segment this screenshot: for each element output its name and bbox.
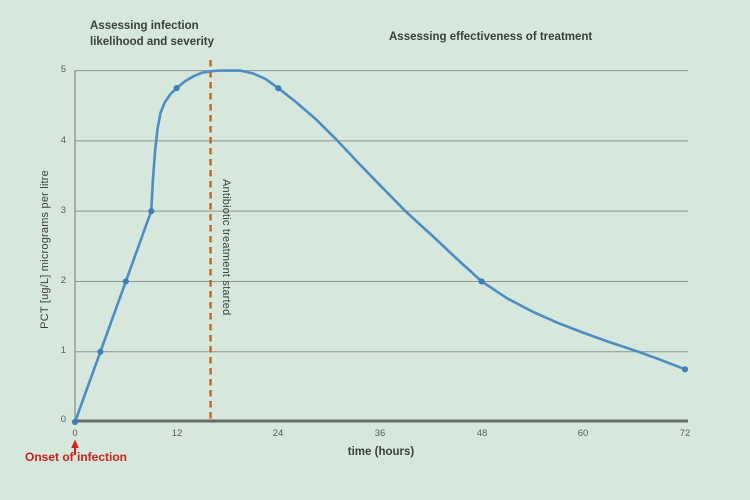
data-point (681, 366, 689, 373)
data-point (148, 208, 155, 215)
data-point (478, 278, 485, 285)
x-tick-label: 0 (72, 428, 78, 439)
y-tick-label: 1 (60, 345, 66, 356)
phase2-heading: Assessing effectiveness of treatment (389, 31, 593, 43)
data-point (275, 85, 282, 92)
x-tick-label: 24 (272, 428, 284, 439)
x-tick-label: 36 (374, 428, 386, 439)
data-point (97, 348, 104, 355)
treatment-annotation: Antibiotic treatment started (220, 179, 232, 316)
onset-arrow-icon (71, 439, 79, 455)
x-tick-label: 60 (577, 428, 589, 439)
y-tick-label: 0 (60, 414, 66, 425)
y-tick-label: 2 (60, 275, 66, 286)
data-point (71, 418, 79, 426)
pct-curve (73, 69, 687, 424)
onset-annotation: Onset of infection (25, 450, 127, 464)
x-tick-label: 12 (171, 428, 183, 439)
y-tick-label: 3 (60, 205, 66, 216)
y-tick-label: 4 (60, 135, 66, 146)
y-tick-label: 5 (60, 64, 66, 75)
phase1-heading: Assessing infection likelihood and sever… (90, 20, 214, 48)
x-tick-label: 72 (679, 428, 691, 439)
x-axis-label: time (hours) (347, 446, 415, 458)
y-axis-label: PCT [ug/L] micrograms per litre (39, 170, 51, 329)
x-tick-label: 48 (476, 428, 488, 439)
data-point (122, 278, 129, 285)
data-point (173, 85, 180, 92)
